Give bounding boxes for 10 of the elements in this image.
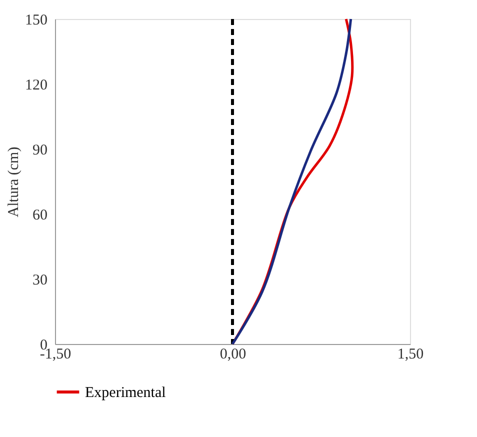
x-tick-label: 0,00 [220, 346, 246, 362]
y-tick-label: 0 [40, 338, 48, 354]
y-tick-label: 150 [25, 12, 48, 28]
y-axis-title: Altura (cm) [6, 146, 22, 218]
y-tick-label: 30 [32, 272, 48, 288]
legend-label: Experimental [85, 385, 166, 401]
y-tick-label: 90 [32, 142, 48, 158]
y-tick-label: 120 [25, 78, 48, 94]
x-tick-label: 1,50 [397, 346, 424, 362]
y-tick-label: 60 [32, 208, 48, 224]
